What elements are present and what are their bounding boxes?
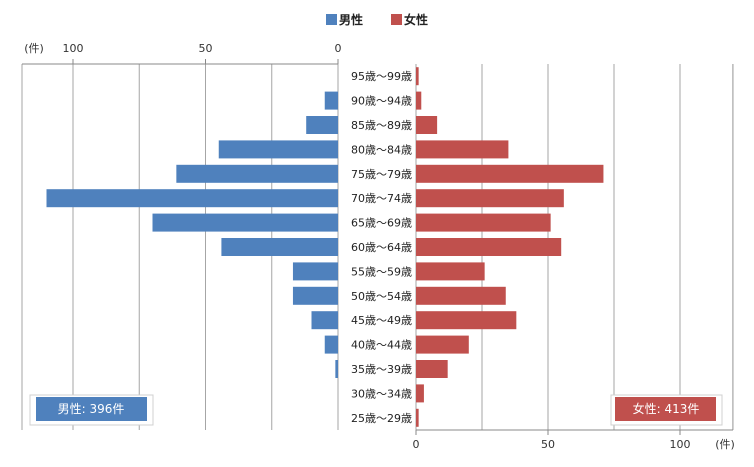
female-total-label: 女性: 413件 [633, 401, 700, 416]
male-bar [335, 360, 338, 378]
male-bar [292, 262, 338, 281]
female-bar [416, 262, 485, 281]
legend-swatch-female [391, 14, 402, 25]
male-bar [311, 311, 338, 330]
female-bar [416, 91, 422, 110]
male-total-box [36, 397, 147, 421]
female-bar [416, 286, 506, 305]
left-axis-tick-label: 100 [63, 42, 84, 55]
category-label: 55歳～59歳 [351, 265, 412, 278]
category-label: 40歳～44歳 [351, 339, 412, 352]
left-axis-tick-label: 0 [335, 42, 342, 55]
legend-swatch-male [326, 14, 337, 25]
bars [46, 67, 604, 427]
axes: 100 50 0 0 50 100 (件) (件) [22, 42, 735, 451]
category-label: 65歳～69歳 [351, 217, 412, 230]
female-bar [416, 238, 562, 256]
category-label: 45歳～49歳 [351, 314, 412, 327]
category-label: 90歳～94歳 [351, 95, 412, 108]
female-bar [416, 67, 419, 86]
female-bar [416, 164, 604, 183]
male-bar [152, 213, 338, 232]
category-label: 80歳～84歳 [351, 143, 412, 156]
female-bar [416, 335, 469, 354]
category-label: 35歳～39歳 [351, 363, 412, 376]
female-total-box [615, 397, 716, 421]
category-label: 50歳～54歳 [351, 290, 412, 303]
category-label: 75歳～79歳 [351, 168, 412, 181]
legend: 男性 女性 [326, 12, 428, 27]
category-label: 60歳～64歳 [351, 241, 412, 254]
male-bar [218, 140, 338, 159]
left-axis-unit-label: (件) [24, 42, 44, 55]
legend-label-male: 男性 [339, 12, 363, 27]
male-bar [176, 164, 338, 183]
male-bar [46, 189, 338, 208]
male-bar [221, 238, 338, 256]
female-bar [416, 408, 419, 427]
category-label: 85歳～89歳 [351, 119, 412, 132]
female-bar [416, 384, 424, 403]
male-bar [324, 91, 338, 110]
male-total-label: 男性: 396件 [58, 402, 125, 416]
female-bar [416, 116, 438, 134]
female-bar [416, 311, 517, 330]
category-label: 30歳～34歳 [351, 387, 412, 400]
right-axis-unit-label: (件) [715, 438, 735, 451]
category-labels: 95歳～99歳 90歳～94歳 85歳～89歳 80歳～84歳 75歳～79歳 70歳～7… [351, 70, 412, 425]
left-axis-tick-label: 50 [199, 42, 213, 55]
female-bar [416, 213, 551, 232]
female-bar [416, 140, 509, 159]
right-axis-tick-label: 100 [670, 438, 691, 451]
male-bar [324, 335, 338, 354]
right-axis-tick-label: 50 [541, 438, 555, 451]
male-bar [306, 116, 338, 134]
right-axis-tick-label: 0 [413, 438, 420, 451]
female-bar [416, 360, 448, 378]
female-bar [416, 189, 564, 208]
legend-label-female: 女性 [404, 12, 428, 27]
male-bar [292, 286, 338, 305]
totals: 男性: 396件 女性: 413件 [29, 394, 723, 426]
category-label: 25歳～29歳 [351, 412, 412, 425]
category-label: 95歳～99歳 [351, 70, 412, 83]
category-label: 70歳～74歳 [351, 192, 412, 205]
